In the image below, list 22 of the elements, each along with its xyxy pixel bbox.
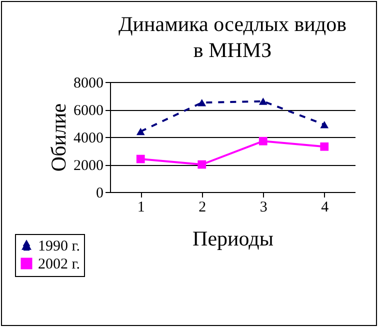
x-tick-label: 1 xyxy=(137,200,145,216)
point xyxy=(320,121,329,128)
y-tick-label: 8000 xyxy=(74,76,104,92)
y-tick-label: 4000 xyxy=(74,130,104,146)
point xyxy=(258,98,268,105)
point xyxy=(136,154,145,164)
x-tick-label: 3 xyxy=(260,200,268,216)
point xyxy=(198,99,206,106)
point xyxy=(258,136,268,146)
x-axis-title: Периоды xyxy=(192,226,274,250)
y-tick-label: 0 xyxy=(96,186,104,202)
point xyxy=(320,142,329,151)
point xyxy=(198,160,206,169)
x-tick-label: 4 xyxy=(321,200,330,216)
chart-title: Динамика оседлых видов в МНМЗ xyxy=(118,12,347,62)
y-axis-title: Обилие xyxy=(46,103,70,172)
y-tick-label: 2000 xyxy=(74,158,104,174)
point xyxy=(136,128,145,136)
x-tick-label: 2 xyxy=(198,200,206,216)
legend-label: 2002 г. xyxy=(38,256,80,272)
y-tick-label: 6000 xyxy=(74,103,104,119)
legend-label: 1990 г. xyxy=(38,238,80,254)
